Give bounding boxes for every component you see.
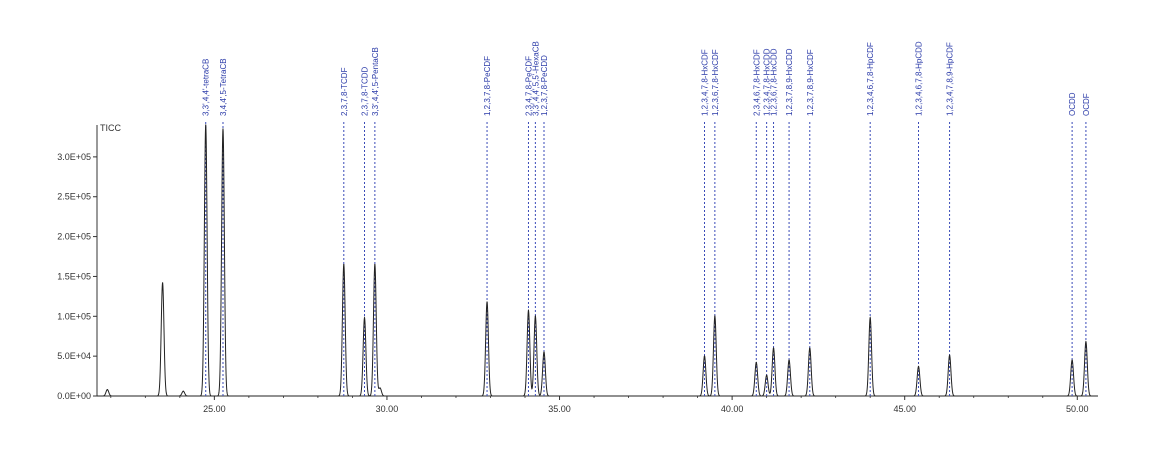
peak-label: 2,3,4,7,8-PeCDF (524, 56, 533, 116)
peak-label: 2,3,7,8-TCDD (361, 66, 370, 116)
peak-label: OCDD (1068, 92, 1077, 116)
peak-point (161, 282, 164, 284)
peak-point (363, 317, 366, 319)
peak-point (379, 387, 381, 389)
peak-point (182, 390, 184, 392)
peak-label: 1,2,3,4,7,8-HxCDD (763, 48, 772, 116)
peak-point (869, 317, 871, 319)
peak-label: 3,4,4',5-TetraCB (219, 58, 228, 116)
peak-label: 2,3,7,8-TCDF (340, 67, 349, 116)
peak-markers (205, 122, 1087, 396)
peak-point (486, 301, 488, 303)
peak-point (714, 315, 716, 317)
peak-label: 1,2,3,4,7,8-HxCDF (701, 49, 710, 116)
peak-point (534, 315, 536, 317)
peak-label: 1,2,3,7,8,9-HxCDD (785, 48, 794, 116)
x-tick-label: 35.00 (548, 404, 571, 414)
y-tick-label: 2.0E+05 (57, 232, 91, 242)
peak-label: 1,2,3,6,7,8-HxCDD (770, 48, 779, 116)
ticc-trace (97, 124, 1098, 397)
x-tick-label: 30.00 (376, 404, 399, 414)
peak-point (917, 365, 920, 368)
x-tick-label: 25.00 (203, 404, 226, 414)
peak-label: 1,2,3,4,7,8,9-HpCDF (946, 42, 955, 116)
peak-point (948, 354, 951, 356)
peak-label: 1,2,3,7,8,9-HxCDF (806, 49, 815, 116)
peak-label: 1,2,3,4,6,7,8-HpCDD (915, 41, 924, 116)
peak-label: 2,3,4,6,7,8-HxCDF (752, 49, 761, 116)
peak-point (343, 263, 345, 266)
peak-label: OCDF (1082, 93, 1091, 116)
peak-label: 1,2,3,4,6,7,8-HpCDF (866, 42, 875, 116)
x-tick-label: 50.00 (1066, 404, 1089, 414)
peak-point (809, 347, 811, 349)
peak-label: 3,3',4,4',5,5'-HexaCB (531, 41, 540, 116)
y-tick-label: 3.0E+05 (57, 152, 91, 162)
peak-labels: 3,3',4,4'-tetraCB 3,4,4',5-TetraCB 2,3,7,8… (202, 41, 1091, 116)
peak-point (222, 128, 224, 130)
peak-label: 3,3',4,4',5-PentaCB (371, 47, 380, 116)
peak-point (106, 389, 108, 391)
y-tick-label: 1.5E+05 (57, 271, 91, 281)
peak-label: 3,3',4,4'-tetraCB (202, 59, 211, 116)
peak-point (1085, 341, 1087, 343)
peak-point (1071, 359, 1073, 361)
axes-layer: 0.0E+00 5.0E+04 1.0E+05 1.5E+05 2.0E+05 2.5E+… (57, 123, 1098, 414)
peak-point (755, 361, 757, 364)
x-tick-label: 40.00 (721, 404, 744, 414)
series-label: TICC (100, 123, 121, 133)
peak-label: 1,2,3,7,8-PeCDD (540, 55, 549, 116)
trace-layer (97, 124, 1098, 397)
y-tick-label: 5.0E+04 (57, 351, 91, 361)
peak-point (205, 124, 207, 126)
peak-point (772, 347, 775, 349)
peak-point (703, 355, 706, 357)
x-tick-label: 45.00 (893, 404, 916, 414)
peak-label: 1,2,3,7,8-PeCDF (483, 56, 492, 116)
peak-label: 1,2,3,6,7,8-HxCDF (711, 49, 720, 116)
y-tick-label: 2.5E+05 (57, 192, 91, 202)
peak-point (527, 310, 530, 312)
peak-point (766, 374, 768, 376)
peak-point (543, 351, 545, 353)
y-tick-label: 0.0E+00 (57, 391, 91, 401)
peak-point (788, 359, 790, 361)
y-tick-label: 1.0E+05 (57, 311, 91, 321)
peak-point (374, 263, 376, 266)
